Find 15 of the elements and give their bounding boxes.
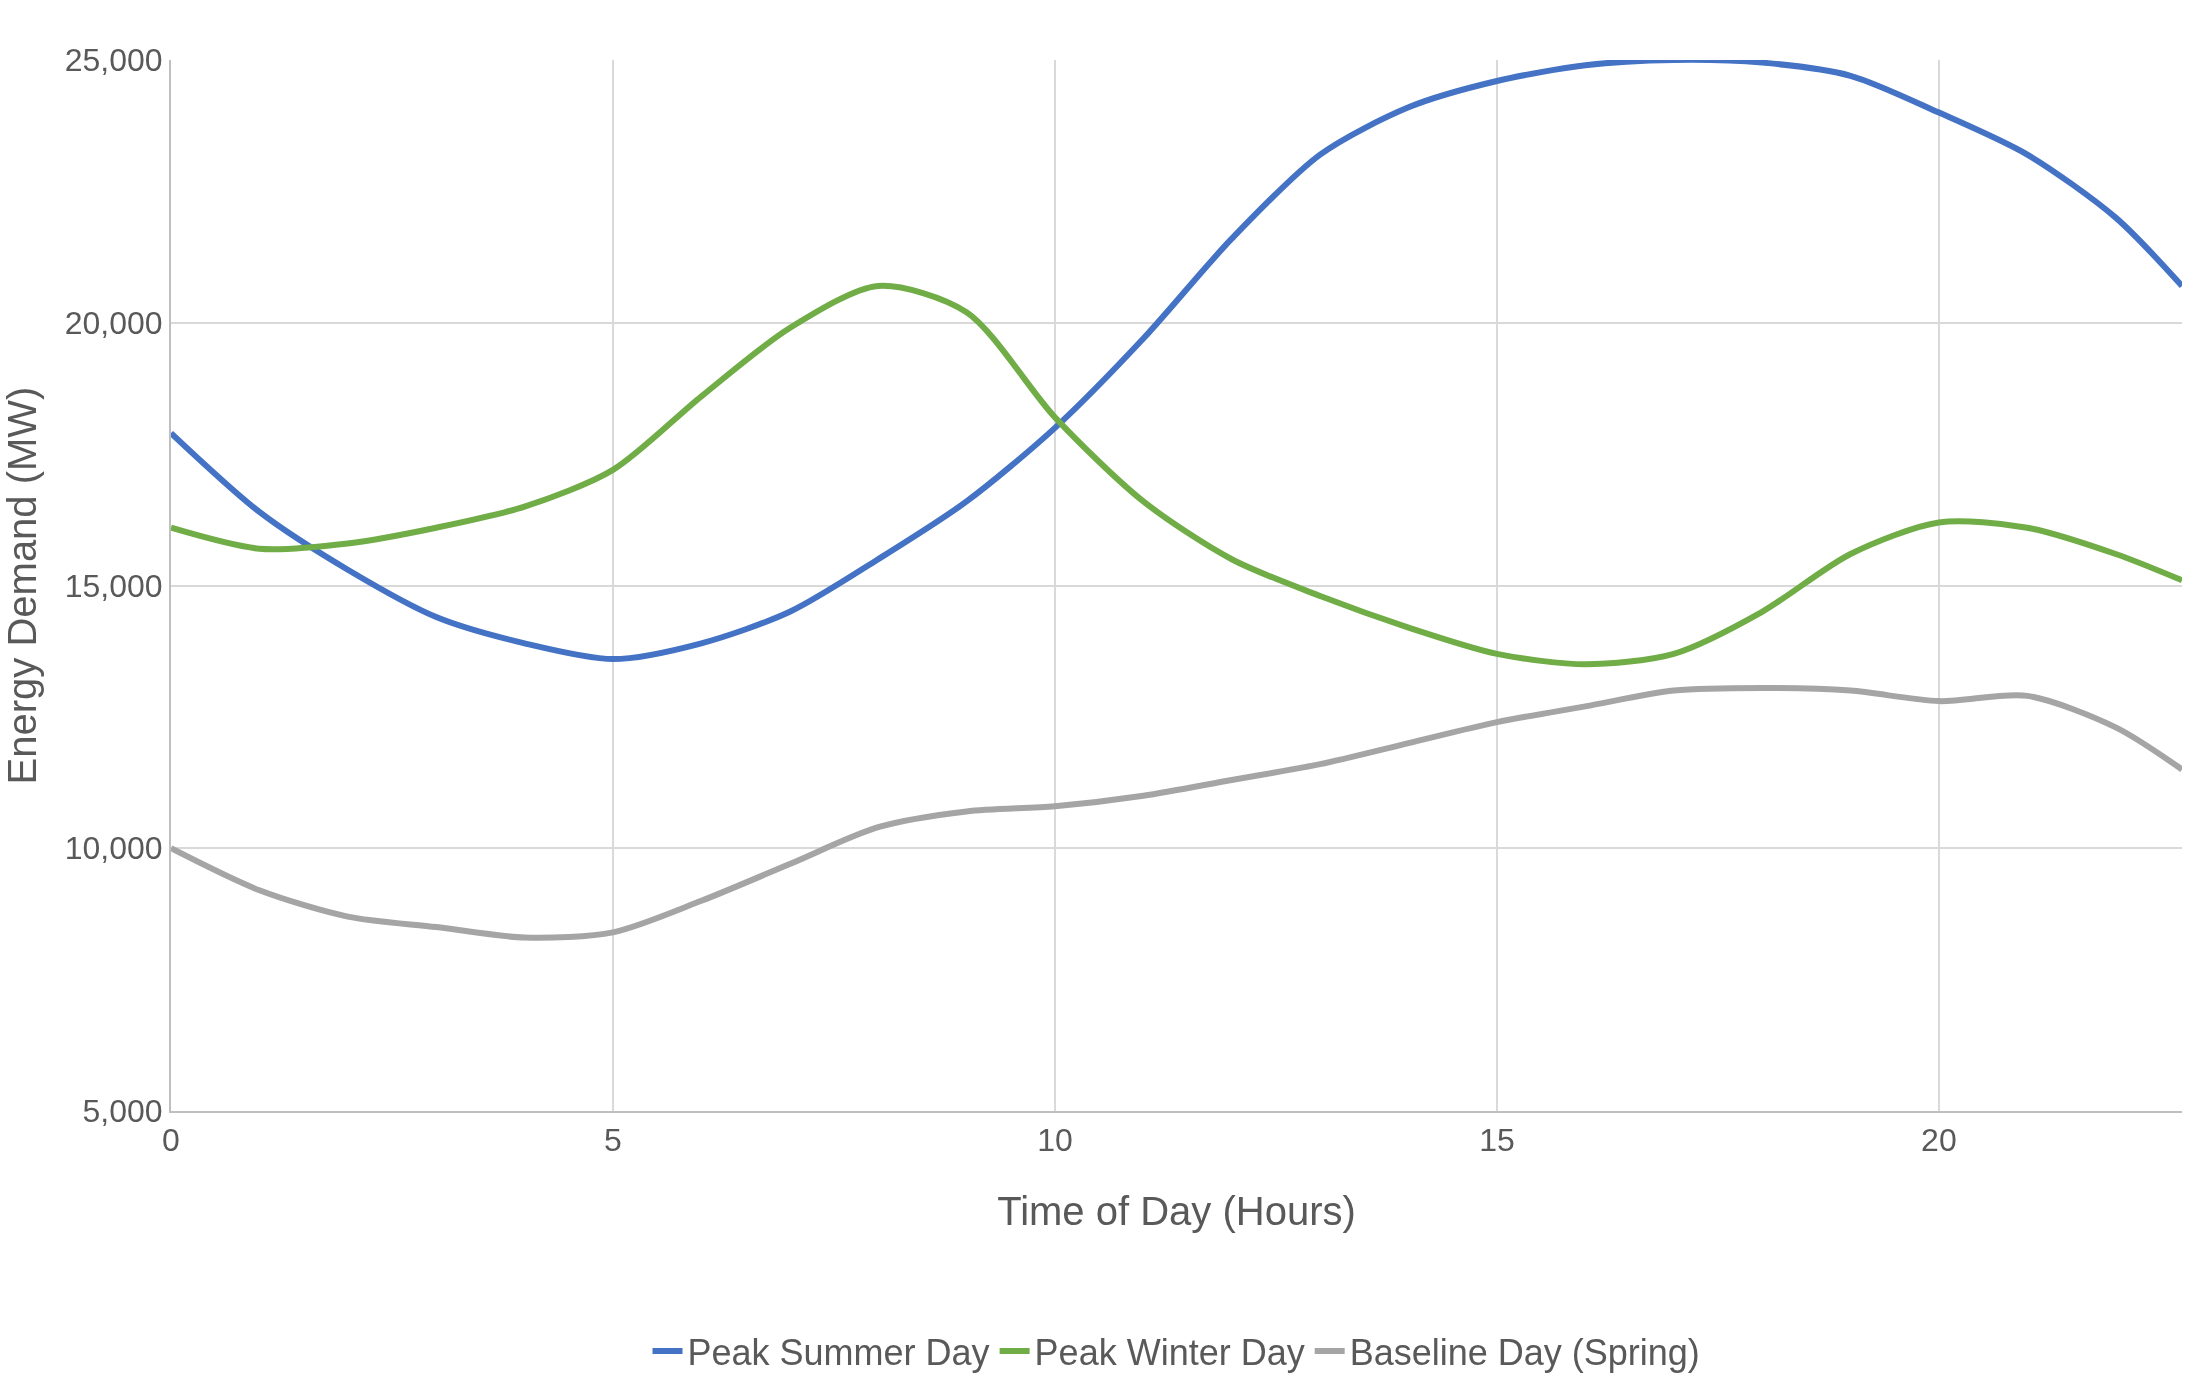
y-tick-label: 20,000 bbox=[64, 304, 163, 341]
x-tick-label: 20 bbox=[1921, 1122, 1957, 1159]
y-axis-title: Energy Demand (MW) bbox=[0, 386, 44, 785]
legend-label: Peak Winter Day bbox=[1034, 1332, 1305, 1374]
x-tick-label: 0 bbox=[162, 1122, 180, 1159]
y-tick-label: 10,000 bbox=[64, 830, 163, 867]
y-tick-label: 15,000 bbox=[64, 567, 163, 604]
y-tick-label: 5,000 bbox=[82, 1093, 163, 1130]
x-axis-title: Time of Day (Hours) bbox=[997, 1189, 1356, 1234]
legend-label: Baseline Day (Spring) bbox=[1349, 1332, 1700, 1374]
x-tick-label: 15 bbox=[1479, 1122, 1515, 1159]
x-tick-label: 10 bbox=[1037, 1122, 1073, 1159]
legend-label: Peak Summer Day bbox=[687, 1332, 990, 1374]
y-tick-label: 25,000 bbox=[64, 42, 163, 79]
x-tick-label: 5 bbox=[604, 1122, 622, 1159]
